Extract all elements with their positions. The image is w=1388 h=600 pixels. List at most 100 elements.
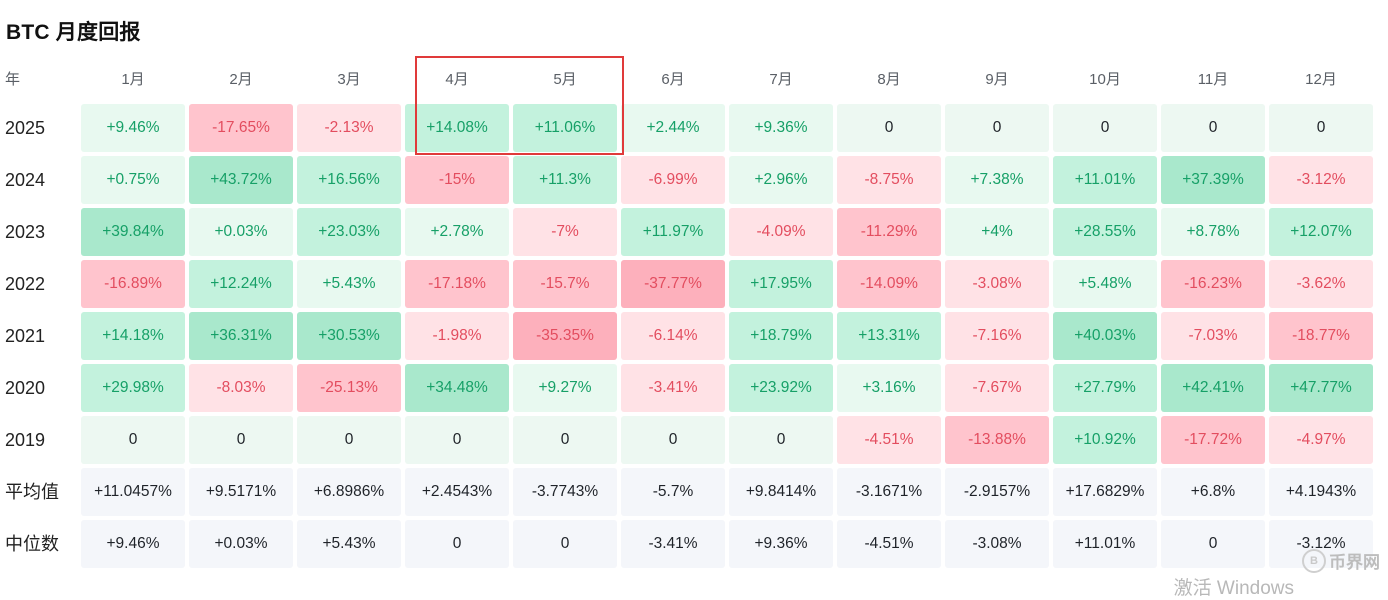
return-cell[interactable]: -8.03% [189,364,293,412]
return-cell[interactable]: +14.08% [405,104,509,152]
return-cell[interactable]: +37.39% [1161,156,1265,204]
return-cell[interactable]: 0 [297,416,401,464]
return-cell[interactable]: +10.92% [1053,416,1157,464]
return-cell[interactable]: -15.7% [513,260,617,308]
return-cell[interactable]: +0.03% [189,208,293,256]
stat-cell: -3.08% [945,520,1049,568]
return-cell[interactable]: -14.09% [837,260,941,308]
stat-cell: +4.1943% [1269,468,1373,516]
return-cell[interactable]: +13.31% [837,312,941,360]
return-cell[interactable]: 0 [837,104,941,152]
return-cell[interactable]: -8.75% [837,156,941,204]
return-cell[interactable]: -3.62% [1269,260,1373,308]
stat-cell: -2.9157% [945,468,1049,516]
return-cell[interactable]: 0 [945,104,1049,152]
logo-badge-icon: B [1302,548,1326,573]
return-cell[interactable]: +39.84% [81,208,185,256]
return-cell[interactable]: -4.51% [837,416,941,464]
stat-cell: 0 [513,520,617,568]
return-cell[interactable]: +16.56% [297,156,401,204]
month-header-11: 11月 [1197,71,1229,88]
return-cell[interactable]: +34.48% [405,364,509,412]
return-cell[interactable]: -4.09% [729,208,833,256]
stat-cell: +9.36% [729,520,833,568]
return-cell[interactable]: -17.18% [405,260,509,308]
return-cell[interactable]: +23.92% [729,364,833,412]
return-cell[interactable]: +30.53% [297,312,401,360]
month-header-5: 5月 [553,71,577,88]
return-cell[interactable]: 0 [621,416,725,464]
return-cell[interactable]: -11.29% [837,208,941,256]
return-cell[interactable]: 0 [1269,104,1373,152]
return-cell[interactable]: 0 [81,416,185,464]
return-cell[interactable]: +3.16% [837,364,941,412]
return-cell[interactable]: -7.16% [945,312,1049,360]
month-header-6: 6月 [661,71,685,88]
month-header-12: 12月 [1305,71,1337,88]
return-cell[interactable]: +42.41% [1161,364,1265,412]
return-cell[interactable]: +28.55% [1053,208,1157,256]
return-cell[interactable]: 0 [729,416,833,464]
return-cell[interactable]: 0 [405,416,509,464]
return-cell[interactable]: -7.67% [945,364,1049,412]
return-cell[interactable]: +47.77% [1269,364,1373,412]
return-cell[interactable]: +29.98% [81,364,185,412]
return-cell[interactable]: +8.78% [1161,208,1265,256]
return-cell[interactable]: -7% [513,208,617,256]
return-cell[interactable]: -37.77% [621,260,725,308]
return-cell[interactable]: 0 [1161,104,1265,152]
return-cell[interactable]: +40.03% [1053,312,1157,360]
month-header-4: 4月 [445,71,469,88]
return-cell[interactable]: +17.95% [729,260,833,308]
return-cell[interactable]: -15% [405,156,509,204]
return-cell[interactable]: -13.88% [945,416,1049,464]
return-cell[interactable]: +2.44% [621,104,725,152]
stat-cell: +9.8414% [729,468,833,516]
return-cell[interactable]: +5.48% [1053,260,1157,308]
return-cell[interactable]: -17.65% [189,104,293,152]
return-cell[interactable]: +12.07% [1269,208,1373,256]
return-cell[interactable]: +2.78% [405,208,509,256]
return-cell[interactable]: -2.13% [297,104,401,152]
return-cell[interactable]: -6.14% [621,312,725,360]
return-cell[interactable]: +12.24% [189,260,293,308]
return-cell[interactable]: +9.46% [81,104,185,152]
stat-cell: -4.51% [837,520,941,568]
return-cell[interactable]: -3.41% [621,364,725,412]
return-cell[interactable]: +2.96% [729,156,833,204]
return-cell[interactable]: -7.03% [1161,312,1265,360]
return-cell[interactable]: -4.97% [1269,416,1373,464]
return-cell[interactable]: +11.01% [1053,156,1157,204]
return-cell[interactable]: -16.89% [81,260,185,308]
return-cell[interactable]: -35.35% [513,312,617,360]
return-cell[interactable]: +9.36% [729,104,833,152]
return-cell[interactable]: +23.03% [297,208,401,256]
return-cell[interactable]: +11.3% [513,156,617,204]
return-cell[interactable]: +36.31% [189,312,293,360]
return-cell[interactable]: -6.99% [621,156,725,204]
return-cell[interactable]: -3.12% [1269,156,1373,204]
return-cell[interactable]: -17.72% [1161,416,1265,464]
return-cell[interactable]: -1.98% [405,312,509,360]
return-cell[interactable]: +7.38% [945,156,1049,204]
stat-cell: +5.43% [297,520,401,568]
return-cell[interactable]: +0.75% [81,156,185,204]
return-cell[interactable]: +11.06% [513,104,617,152]
return-cell[interactable]: +9.27% [513,364,617,412]
stat-cell: +9.5171% [189,468,293,516]
return-cell[interactable]: +27.79% [1053,364,1157,412]
return-cell[interactable]: +43.72% [189,156,293,204]
return-cell[interactable]: 0 [189,416,293,464]
return-cell[interactable]: +4% [945,208,1049,256]
return-cell[interactable]: +18.79% [729,312,833,360]
return-cell[interactable]: -25.13% [297,364,401,412]
return-cell[interactable]: 0 [1053,104,1157,152]
stat-cell: -3.7743% [513,468,617,516]
return-cell[interactable]: -18.77% [1269,312,1373,360]
return-cell[interactable]: 0 [513,416,617,464]
return-cell[interactable]: +14.18% [81,312,185,360]
return-cell[interactable]: +5.43% [297,260,401,308]
return-cell[interactable]: -3.08% [945,260,1049,308]
return-cell[interactable]: -16.23% [1161,260,1265,308]
return-cell[interactable]: +11.97% [621,208,725,256]
